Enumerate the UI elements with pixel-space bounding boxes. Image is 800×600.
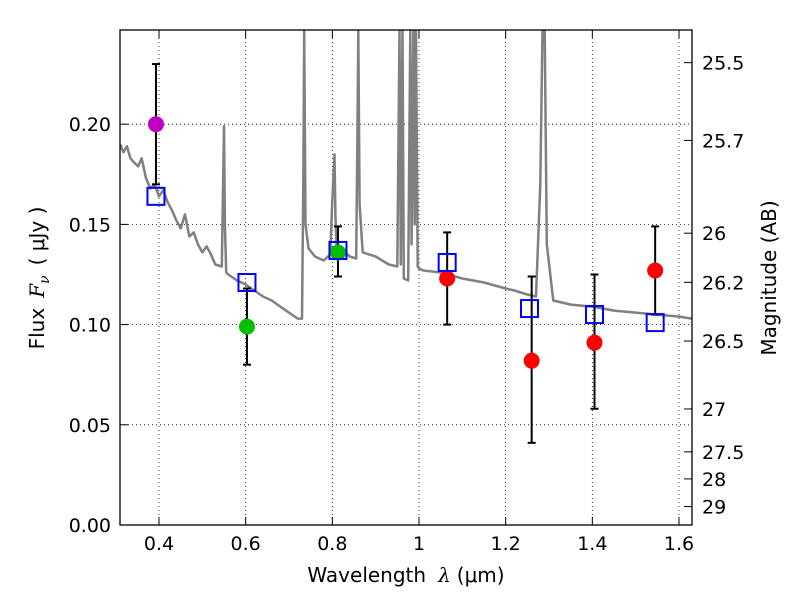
model-photometry-square: [585, 305, 604, 325]
y-axis-ticks: 0.00 0.05 0.10 0.15 0.20: [69, 114, 128, 537]
x-axis-label: Wavelength λ (μm): [307, 563, 504, 587]
x-axis-label-unit: (μm): [457, 563, 505, 587]
y-axis-label: Flux Fν ( μJy ): [25, 207, 53, 350]
x-tick-label: 0.8: [317, 533, 347, 555]
observed-point: [586, 334, 603, 351]
observed-point: [147, 116, 164, 133]
y-axis-label-text: Flux: [25, 308, 49, 350]
observed-point: [329, 244, 346, 261]
magnitude-tick-label: 26.2: [702, 272, 744, 294]
observed-point: [523, 352, 540, 369]
model-photometry-square: [237, 273, 257, 293]
magnitude-axis-label: Magnitude (AB): [757, 200, 781, 355]
model-photometry-square: [645, 313, 665, 333]
x-tick-label: 1: [413, 533, 425, 555]
magnitude-tick-label: 25.7: [702, 130, 744, 152]
x-axis-label-symbol: λ: [437, 563, 451, 587]
x-tick-label: 1.4: [577, 533, 607, 555]
y-axis-label-symbol: F: [25, 283, 49, 299]
y-tick-label: 0.05: [69, 415, 111, 437]
x-axis-label-text: Wavelength: [307, 563, 426, 587]
model-photometry-square: [520, 299, 539, 319]
model-photometry-square: [437, 252, 457, 272]
model-photometry-square: [328, 240, 348, 260]
magnitude-tick-label: 28: [702, 469, 726, 491]
y-axis-label-subscript: ν: [37, 275, 53, 284]
magnitude-tick-label: 27.5: [702, 442, 744, 464]
x-tick-label: 0.4: [144, 533, 174, 555]
magnitude-tick-label: 26.5: [702, 331, 744, 353]
x-tick-label: 1.2: [491, 533, 521, 555]
y-tick-label: 0.10: [69, 315, 111, 337]
magnitude-tick-label: 26: [702, 223, 726, 245]
model-photometry-square: [146, 186, 166, 206]
plot-frame: [119, 29, 693, 526]
x-tick-label: 0.6: [231, 533, 261, 555]
magnitude-tick-label: 25.5: [702, 53, 744, 75]
observed-point: [238, 318, 255, 335]
y-tick-label: 0.20: [69, 114, 111, 136]
magnitude-tick-label: 27: [702, 399, 726, 421]
plot-area: [120, 30, 692, 444]
grid: [120, 30, 692, 525]
magnitude-tick-label: 29: [702, 497, 726, 519]
observed-point: [439, 270, 456, 287]
x-tick-label: 1.6: [664, 533, 694, 555]
x-axis-ticks: 0.4 0.6 0.8 1 1.2 1.4 1.6: [144, 30, 694, 555]
observed-points: [147, 116, 664, 369]
model-spectrum-line: [120, 30, 692, 320]
observed-point: [647, 262, 664, 279]
magnitude-axis-ticks: 25.5 25.7 26 26.2 26.5 27 27.5 28 29: [684, 53, 744, 519]
y-tick-label: 0.15: [69, 214, 111, 236]
y-tick-label: 0.00: [69, 515, 111, 537]
model-photometry-points: [146, 186, 665, 333]
y-axis-label-unit: ( μJy ): [25, 207, 49, 266]
